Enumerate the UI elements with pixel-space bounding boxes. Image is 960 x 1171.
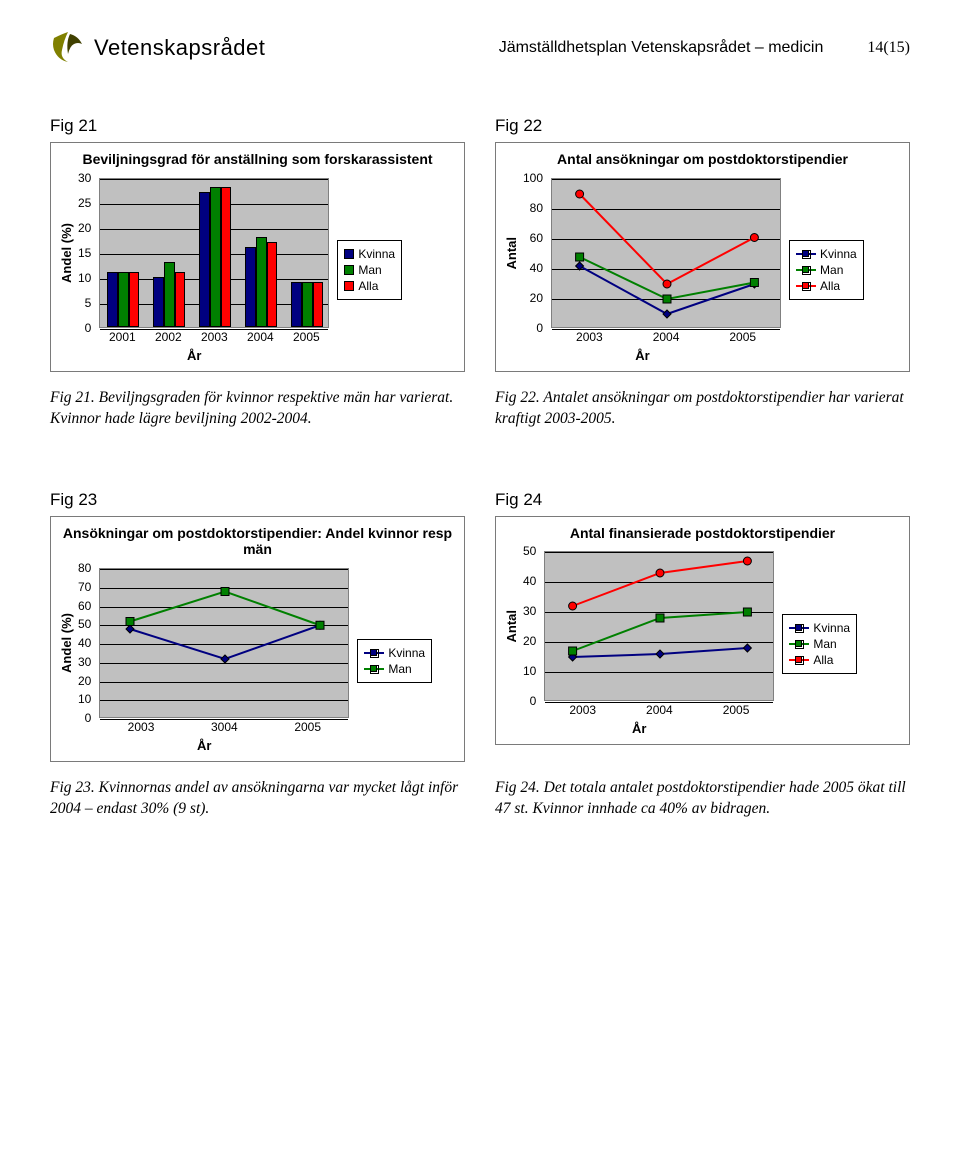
fig23-caption: Fig 23. Kvinnornas andel av ansökningarn… bbox=[50, 778, 465, 820]
header-right: Jämställdhetsplan Vetenskapsrådet – medi… bbox=[499, 39, 910, 57]
doc-title: Jämställdhetsplan Vetenskapsrådet – medi… bbox=[499, 39, 824, 56]
logo-icon bbox=[50, 30, 86, 66]
chart-title: Antal finansierade postdoktorstipendier bbox=[504, 525, 901, 542]
fig22-caption: Fig 22. Antalet ansökningar om postdokto… bbox=[495, 388, 910, 430]
plot-area bbox=[544, 551, 774, 701]
chart-title: Antal ansökningar om postdoktorstipendie… bbox=[504, 151, 901, 168]
chart-title: Beviljningsgrad för anställning som fors… bbox=[59, 151, 456, 168]
fig24-label: Fig 24 bbox=[495, 490, 910, 510]
logo-block: Vetenskapsrådet bbox=[50, 30, 265, 66]
fig24-caption: Fig 24. Det totala antalet postdoktorsti… bbox=[495, 778, 910, 820]
plot-area bbox=[99, 178, 329, 328]
plot-area bbox=[551, 178, 781, 328]
fig22-chart: Antal ansökningar om postdoktorstipendie… bbox=[495, 142, 910, 372]
fig23-chart: Ansökningar om postdoktorstipendier: And… bbox=[50, 516, 465, 763]
fig23-label: Fig 23 bbox=[50, 490, 465, 510]
x-axis-label: År bbox=[635, 348, 649, 363]
x-axis-label: År bbox=[197, 738, 211, 753]
logo-text: Vetenskapsrådet bbox=[94, 35, 265, 61]
page-header: Vetenskapsrådet Jämställdhetsplan Vetens… bbox=[50, 30, 910, 66]
fig22-label: Fig 22 bbox=[495, 116, 910, 136]
chart-legend: KvinnaManAlla bbox=[337, 240, 402, 300]
chart-legend: KvinnaMan bbox=[357, 639, 432, 683]
fig21-label: Fig 21 bbox=[50, 116, 465, 136]
page-number: 14(15) bbox=[867, 39, 910, 56]
y-axis-label: Andel (%) bbox=[59, 223, 74, 283]
plot-area bbox=[99, 568, 349, 718]
chart-legend: KvinnaManAlla bbox=[782, 614, 857, 674]
chart-legend: KvinnaManAlla bbox=[789, 240, 864, 300]
fig24-chart: Antal finansierade postdoktorstipendier … bbox=[495, 516, 910, 746]
chart-title: Ansökningar om postdoktorstipendier: And… bbox=[59, 525, 456, 559]
y-axis-label: Andel (%) bbox=[59, 613, 74, 673]
x-axis-label: År bbox=[632, 721, 646, 736]
fig21-chart: Beviljningsgrad för anställning som fors… bbox=[50, 142, 465, 372]
y-axis-label: Antal bbox=[504, 610, 519, 643]
y-axis-label: Antal bbox=[504, 237, 519, 270]
fig21-caption: Fig 21. Beviljngsgraden för kvinnor resp… bbox=[50, 388, 465, 430]
x-axis-label: År bbox=[187, 348, 201, 363]
